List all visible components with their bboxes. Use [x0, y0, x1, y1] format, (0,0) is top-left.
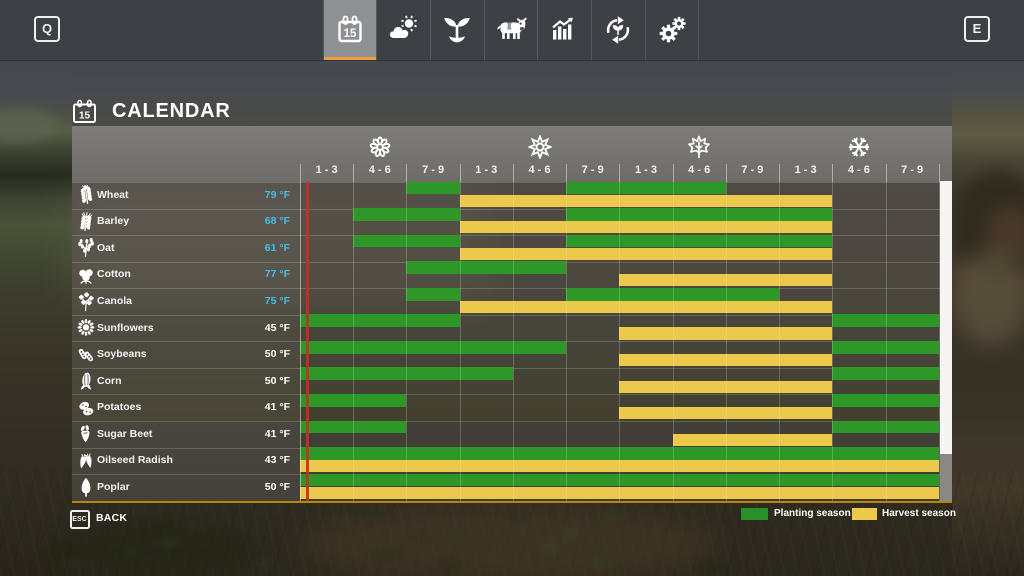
svg-text:15: 15: [343, 28, 356, 40]
svg-text:15: 15: [79, 111, 91, 122]
